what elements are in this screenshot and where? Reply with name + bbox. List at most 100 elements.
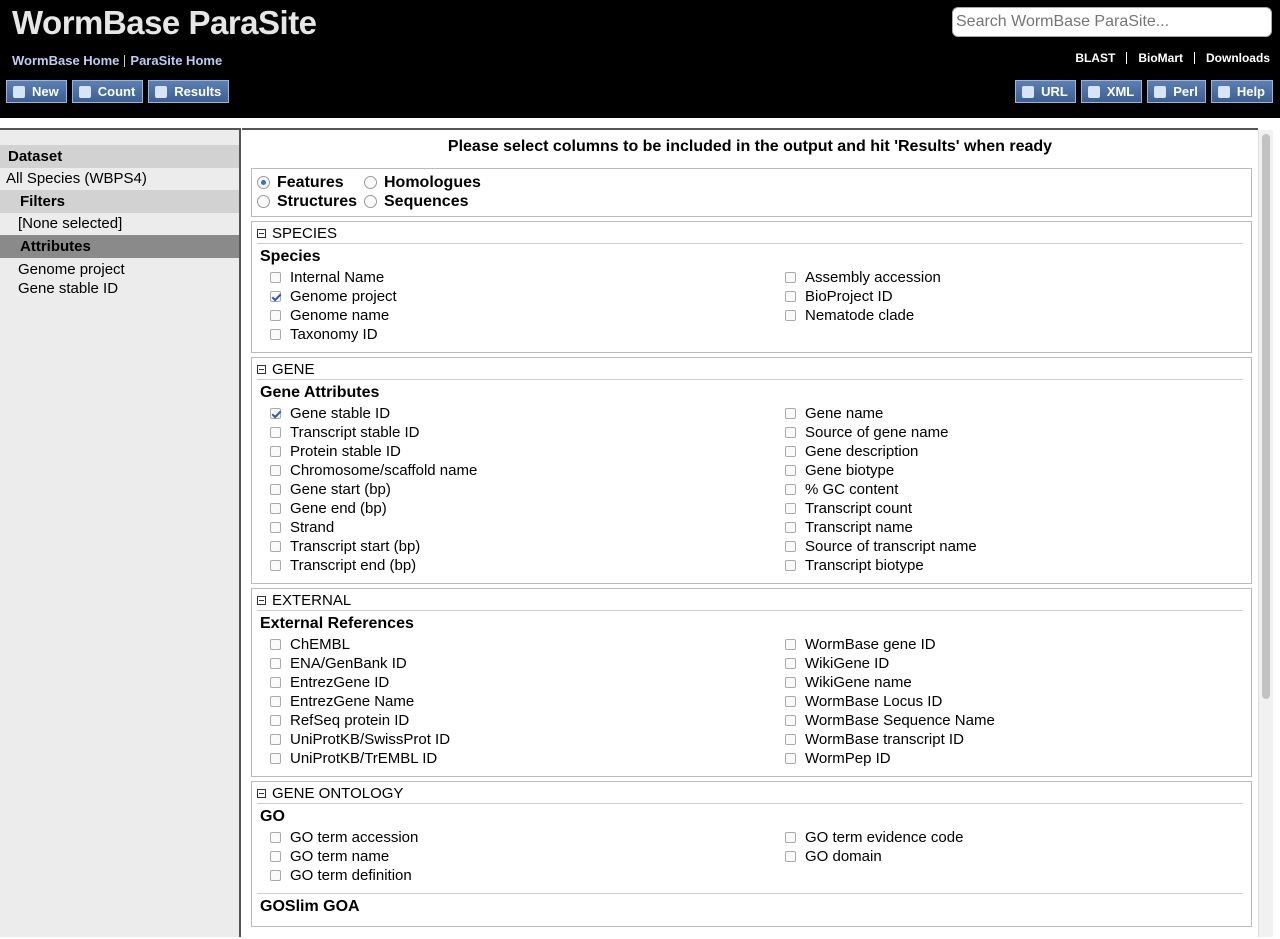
checkbox-item[interactable]: Transcript stable ID bbox=[265, 423, 780, 442]
checkbox[interactable] bbox=[785, 408, 796, 419]
checkbox[interactable] bbox=[270, 446, 281, 457]
checkbox-item[interactable]: WormBase transcript ID bbox=[780, 730, 1230, 749]
checkbox-item[interactable]: Gene end (bp) bbox=[265, 499, 780, 518]
top-link[interactable]: BLAST bbox=[1075, 51, 1116, 65]
checkbox[interactable] bbox=[270, 832, 281, 843]
collapse-icon[interactable] bbox=[257, 365, 266, 374]
checkbox[interactable] bbox=[270, 734, 281, 745]
checkbox-item[interactable]: Assembly accession bbox=[780, 268, 1230, 287]
checkbox-item[interactable]: Source of gene name bbox=[780, 423, 1230, 442]
radio-option[interactable]: Sequences bbox=[364, 192, 514, 211]
radio-button[interactable] bbox=[364, 176, 377, 189]
checkbox-item[interactable]: ChEMBL bbox=[265, 635, 780, 654]
logo[interactable]: WormBase ParaSite bbox=[12, 4, 317, 41]
filters-heading[interactable]: Filters bbox=[0, 190, 239, 213]
checkbox-item[interactable]: Gene name bbox=[780, 404, 1230, 423]
scrollbar[interactable] bbox=[1258, 130, 1273, 937]
checkbox-item[interactable]: RefSeq protein ID bbox=[265, 711, 780, 730]
checkbox[interactable] bbox=[270, 329, 281, 340]
checkbox-item[interactable]: GO domain bbox=[780, 847, 1230, 866]
checkbox[interactable] bbox=[270, 715, 281, 726]
checkbox-item[interactable]: UniProtKB/TrEMBL ID bbox=[265, 749, 780, 768]
home-link[interactable]: WormBase Home bbox=[12, 53, 120, 68]
section-title[interactable]: EXTERNAL bbox=[257, 591, 1243, 611]
checkbox-item[interactable]: Protein stable ID bbox=[265, 442, 780, 461]
checkbox[interactable] bbox=[270, 696, 281, 707]
checkbox[interactable] bbox=[270, 465, 281, 476]
checkbox-item[interactable]: GO term accession bbox=[265, 828, 780, 847]
checkbox[interactable] bbox=[270, 870, 281, 881]
checkbox-item[interactable]: Nematode clade bbox=[780, 306, 1230, 325]
button[interactable]: Perl bbox=[1147, 80, 1206, 103]
dataset[interactable]: All Species (WBPS4) bbox=[6, 170, 147, 187]
checkbox[interactable] bbox=[785, 696, 796, 707]
checkbox-item[interactable]: GO term name bbox=[265, 847, 780, 866]
checkbox-item[interactable]: Genome name bbox=[265, 306, 780, 325]
button[interactable]: URL bbox=[1015, 80, 1076, 103]
checkbox-item[interactable]: Strand bbox=[265, 518, 780, 537]
checkbox[interactable] bbox=[270, 522, 281, 533]
checkbox-item[interactable]: Gene biotype bbox=[780, 461, 1230, 480]
section-title[interactable]: GENE bbox=[257, 360, 1243, 380]
radio-button[interactable] bbox=[257, 195, 270, 208]
checkbox-item[interactable]: ENA/GenBank ID bbox=[265, 654, 780, 673]
checkbox-item[interactable]: BioProject ID bbox=[780, 287, 1230, 306]
checkbox-item[interactable]: Transcript name bbox=[780, 518, 1230, 537]
checkbox-item[interactable]: EntrezGene Name bbox=[265, 692, 780, 711]
checkbox[interactable] bbox=[270, 677, 281, 688]
checkbox-item[interactable]: GO term definition bbox=[265, 866, 780, 885]
scroll-thumb[interactable] bbox=[1262, 134, 1270, 699]
top-link[interactable]: BioMart bbox=[1138, 51, 1183, 65]
attribute[interactable]: Genome project bbox=[18, 261, 125, 278]
checkbox[interactable] bbox=[785, 465, 796, 476]
checkbox-item[interactable]: Transcript biotype bbox=[780, 556, 1230, 575]
checkbox-item[interactable]: Taxonomy ID bbox=[265, 325, 780, 344]
checkbox-item[interactable]: WormBase gene ID bbox=[780, 635, 1230, 654]
attributes-heading[interactable]: Attributes bbox=[0, 235, 239, 258]
checkbox[interactable] bbox=[270, 291, 281, 302]
checkbox[interactable] bbox=[785, 851, 796, 862]
filters[interactable]: [None selected] bbox=[18, 215, 123, 232]
checkbox-item[interactable]: Source of transcript name bbox=[780, 537, 1230, 556]
checkbox[interactable] bbox=[785, 734, 796, 745]
attribute[interactable]: Gene stable ID bbox=[18, 280, 119, 297]
checkbox[interactable] bbox=[270, 658, 281, 669]
checkbox[interactable] bbox=[270, 272, 281, 283]
checkbox[interactable] bbox=[270, 408, 281, 419]
checkbox[interactable] bbox=[270, 503, 281, 514]
checkbox-item[interactable]: % GC content bbox=[780, 480, 1230, 499]
checkbox[interactable] bbox=[270, 560, 281, 571]
checkbox[interactable] bbox=[785, 753, 796, 764]
checkbox[interactable] bbox=[270, 639, 281, 650]
checkbox[interactable] bbox=[785, 658, 796, 669]
radio-option[interactable]: Homologues bbox=[364, 173, 514, 192]
radio-option[interactable]: Features bbox=[257, 173, 364, 192]
checkbox[interactable] bbox=[785, 715, 796, 726]
checkbox-item[interactable]: Gene stable ID bbox=[265, 404, 780, 423]
checkbox-item[interactable]: WormBase Sequence Name bbox=[780, 711, 1230, 730]
checkbox[interactable] bbox=[270, 427, 281, 438]
checkbox[interactable] bbox=[785, 427, 796, 438]
button[interactable]: Results bbox=[148, 80, 230, 103]
collapse-icon[interactable] bbox=[257, 789, 266, 798]
checkbox-item[interactable]: Gene description bbox=[780, 442, 1230, 461]
checkbox-item[interactable]: Internal Name bbox=[265, 268, 780, 287]
top-link[interactable]: Downloads bbox=[1205, 51, 1270, 65]
checkbox-item[interactable]: Genome project bbox=[265, 287, 780, 306]
checkbox[interactable] bbox=[785, 446, 796, 457]
checkbox-item[interactable]: WormBase Locus ID bbox=[780, 692, 1230, 711]
checkbox-item[interactable]: EntrezGene ID bbox=[265, 673, 780, 692]
checkbox[interactable] bbox=[785, 484, 796, 495]
checkbox-item[interactable]: Chromosome/scaffold name bbox=[265, 461, 780, 480]
checkbox[interactable] bbox=[270, 753, 281, 764]
checkbox[interactable] bbox=[270, 541, 281, 552]
checkbox[interactable] bbox=[270, 851, 281, 862]
checkbox[interactable] bbox=[785, 677, 796, 688]
button[interactable]: New bbox=[6, 80, 67, 103]
collapse-icon[interactable] bbox=[257, 596, 266, 605]
checkbox[interactable] bbox=[785, 832, 796, 843]
dataset-heading[interactable]: Dataset bbox=[0, 145, 239, 168]
section-title[interactable]: SPECIES bbox=[257, 224, 1243, 244]
collapse-icon[interactable] bbox=[257, 229, 266, 238]
checkbox[interactable] bbox=[270, 310, 281, 321]
